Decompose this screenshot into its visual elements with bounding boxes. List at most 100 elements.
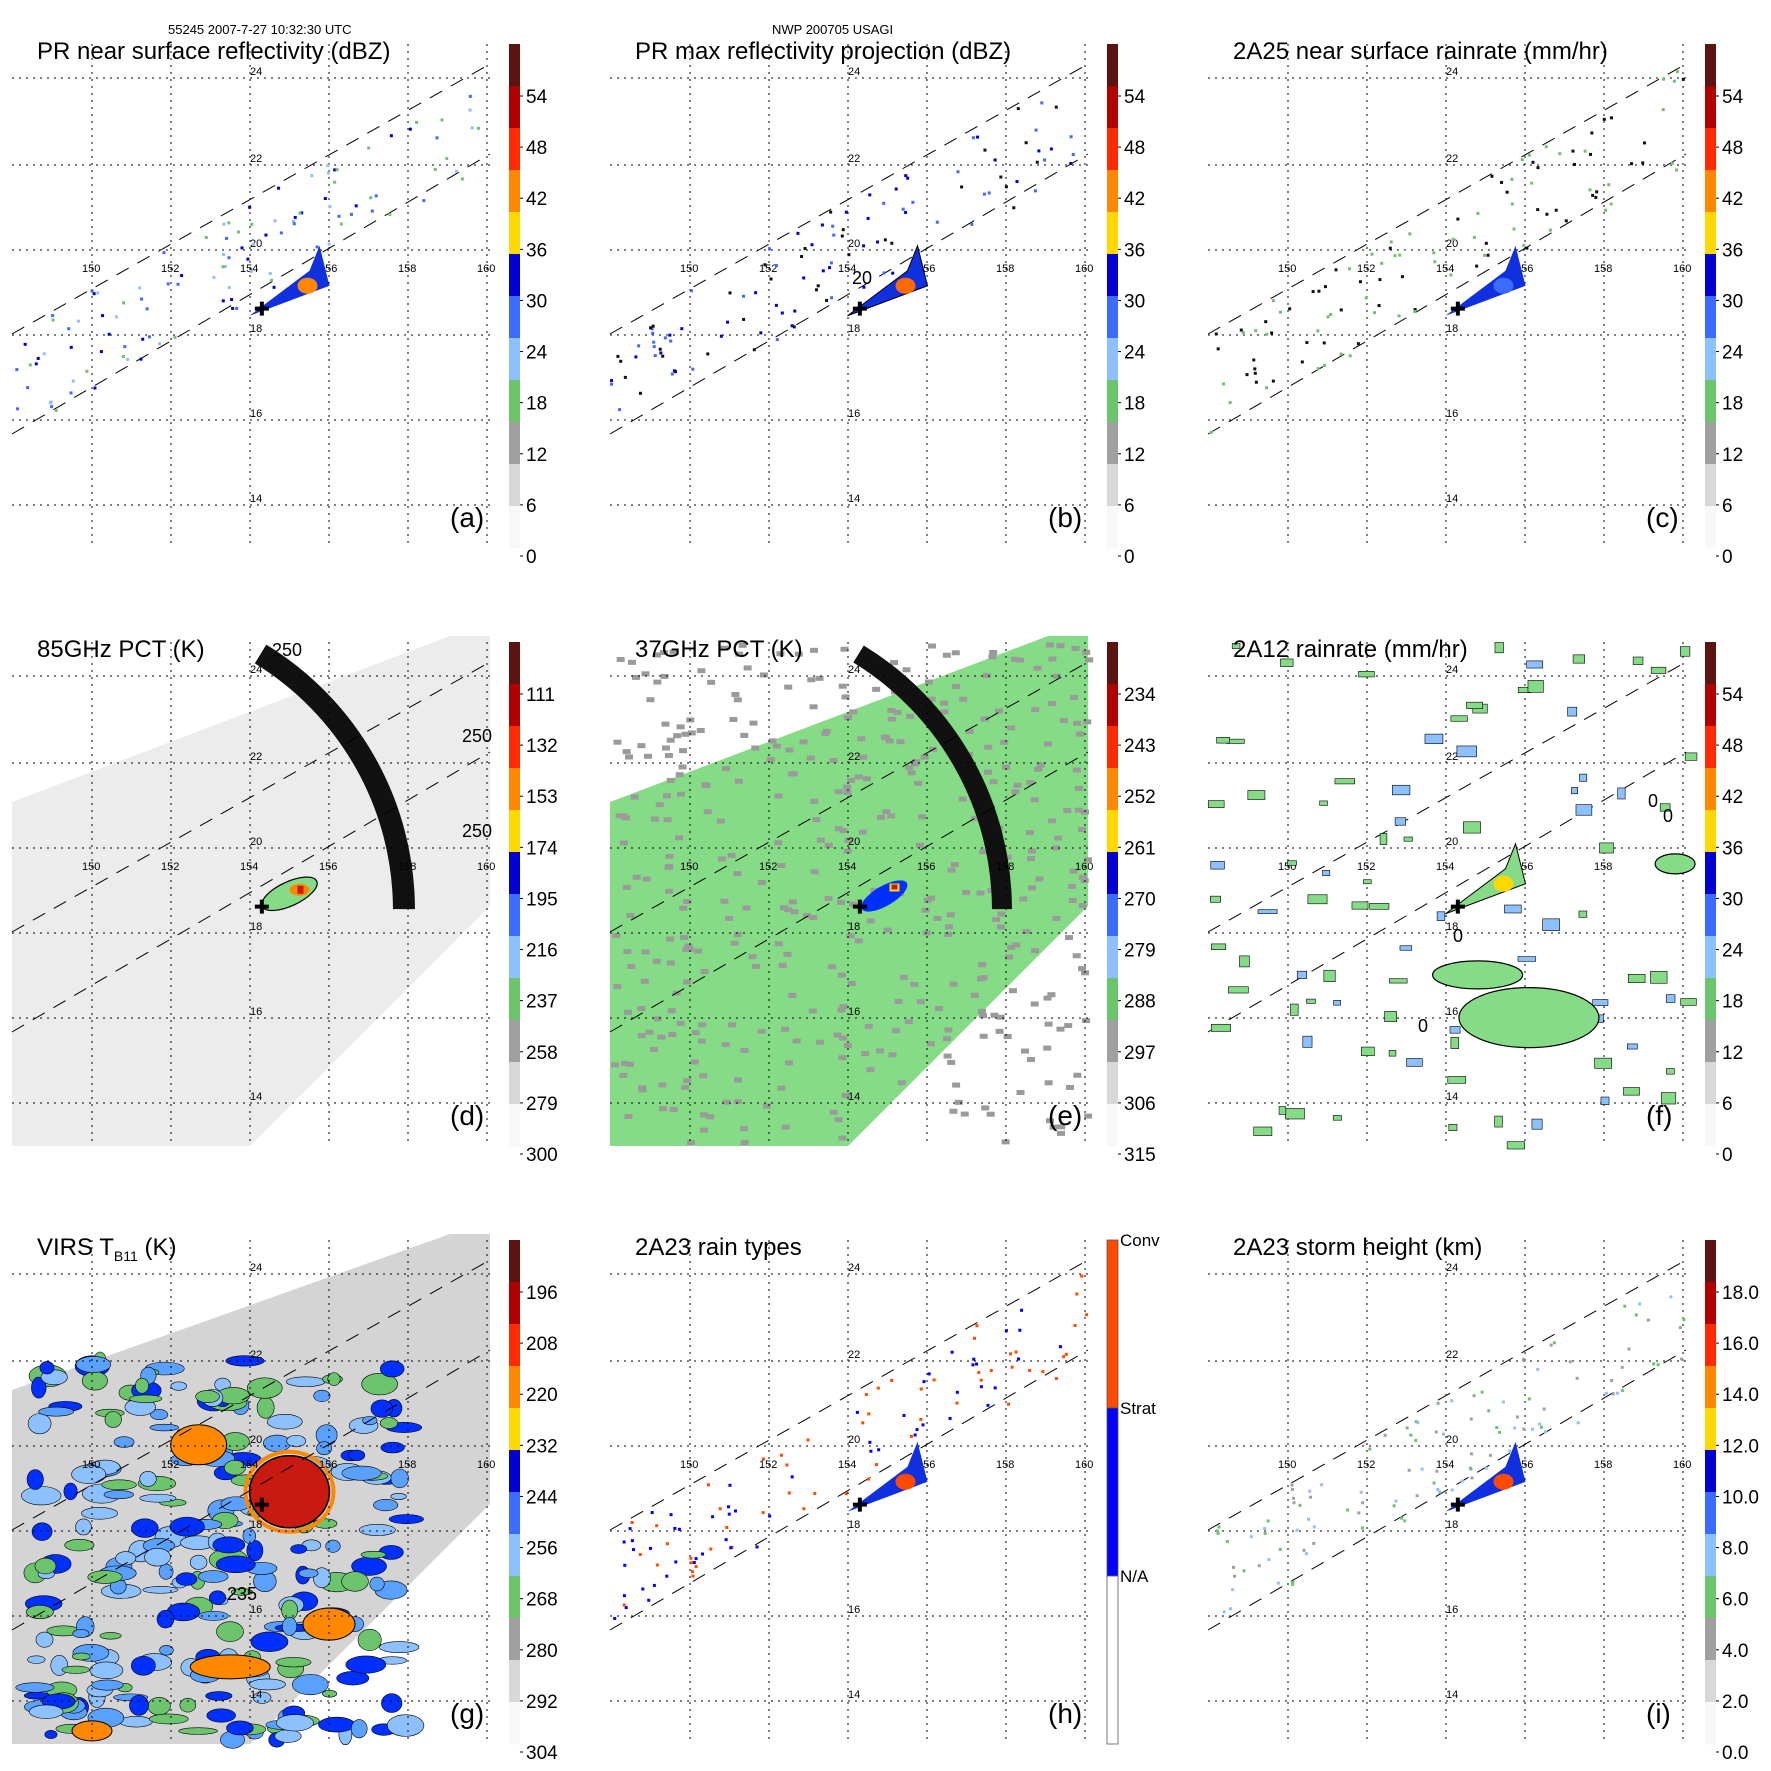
- echo-pixel: [650, 327, 654, 331]
- echo-pixel: [1642, 141, 1646, 145]
- echo-pixel: [663, 336, 667, 340]
- echo-pixel: [1351, 901, 1369, 910]
- echo-pixel: [15, 368, 19, 372]
- echo-pixel: [638, 1552, 642, 1556]
- pixel-mark: [1075, 731, 1084, 737]
- echo-pixel: [993, 158, 997, 162]
- pixel-mark: [675, 835, 684, 841]
- echo-pixel: [1257, 909, 1278, 914]
- cloud-cell: [26, 1605, 54, 1619]
- pixel-mark: [777, 1085, 786, 1091]
- echo-pixel: [1484, 241, 1488, 245]
- lat-tick-label: 14: [1446, 1689, 1458, 1701]
- pixel-mark: [841, 694, 850, 700]
- echo-pixel: [1217, 1525, 1221, 1529]
- cloud-cell: [44, 1730, 58, 1739]
- header-storm-name: NWP 200705 USAGI: [772, 22, 894, 37]
- echo-pixel: [1058, 1345, 1062, 1349]
- echo-pixel: [1536, 166, 1540, 170]
- pixel-mark: [739, 1126, 748, 1132]
- echo-pixel: [23, 342, 27, 346]
- echo-pixel: [1494, 1115, 1503, 1128]
- pixel-mark: [812, 817, 821, 823]
- echo-pixel: [1210, 861, 1225, 870]
- cloud-cell: [63, 1482, 78, 1501]
- swath-edge-line: [609, 153, 1089, 435]
- echo-pixel: [1669, 1295, 1673, 1299]
- echo-pixel: [1505, 190, 1509, 194]
- scan-edge-arc: [853, 645, 1012, 910]
- pixel-mark: [1031, 707, 1040, 713]
- echo-pixel: [1609, 116, 1613, 120]
- echo-pixel: [1680, 646, 1691, 657]
- lon-tick-label: 150: [82, 861, 100, 873]
- contour-label: 0: [1648, 791, 1658, 811]
- echo-pixel: [1016, 107, 1020, 111]
- echo-pixel: [141, 337, 145, 341]
- colorbar-segment: [509, 1702, 520, 1745]
- echo-pixel: [1415, 1494, 1419, 1498]
- echo-pixel: [227, 256, 231, 260]
- echo-pixel: [741, 294, 745, 298]
- pixel-mark: [1043, 995, 1052, 1001]
- echo-pixel: [1627, 1347, 1631, 1351]
- echo-pixel: [628, 1527, 632, 1531]
- lon-tick-label: 156: [917, 861, 935, 873]
- echo-pixel: [610, 379, 614, 383]
- echo-pixel: [692, 1561, 696, 1565]
- pixel-mark: [1043, 1045, 1052, 1051]
- colorbar-tick-label: 42: [526, 189, 547, 210]
- echo-pixel: [1211, 943, 1227, 950]
- cloud-cell: [35, 1631, 54, 1648]
- colorbar-tick-label: 258: [526, 1043, 558, 1064]
- pixel-mark: [838, 1135, 847, 1141]
- colorbar-segment: [1705, 810, 1716, 853]
- echo-pixel: [445, 157, 449, 161]
- echo-pixel: [1380, 261, 1384, 265]
- echo-pixel: [1333, 999, 1341, 1006]
- cloud-cell: [27, 1655, 46, 1664]
- cloud-cell: [139, 1470, 157, 1487]
- lon-tick-label: 154: [240, 1459, 258, 1471]
- echo-pixel: [1451, 237, 1455, 241]
- lon-tick-label: 154: [838, 263, 856, 275]
- lat-tick-label: 14: [1446, 1091, 1458, 1103]
- echo-pixel: [1292, 1501, 1296, 1505]
- pixel-mark: [965, 729, 974, 735]
- pixel-mark: [949, 981, 958, 987]
- lon-tick-label: 160: [477, 1459, 495, 1471]
- lat-tick-label: 16: [250, 1006, 262, 1018]
- colorbar-segment: [509, 506, 520, 549]
- map-g: 150 152 154 156 158 160 24 22 20 18 16 14 235 196 208 2…: [11, 1234, 558, 1764]
- echo-pixel: [1620, 1389, 1624, 1393]
- echo-pixel: [1684, 752, 1698, 761]
- colorbar-segment: [509, 1282, 520, 1325]
- swath-edge-line: [609, 751, 1089, 1033]
- pixel-mark: [627, 964, 636, 970]
- echo-pixel: [235, 306, 239, 310]
- lon-tick-label: 152: [161, 1459, 179, 1471]
- echo-pixel: [763, 263, 767, 267]
- echo-pixel: [1549, 1343, 1553, 1347]
- cloud-cell: [290, 1544, 308, 1554]
- cloud-cell: [170, 1381, 187, 1391]
- cloud-cell: [212, 1536, 246, 1554]
- echo-pixel: [1414, 1420, 1418, 1424]
- pixel-mark: [960, 1111, 969, 1117]
- echo-pixel: [1245, 373, 1249, 377]
- pixel-mark: [1030, 1001, 1039, 1007]
- pixel-mark: [1007, 725, 1016, 731]
- colorbar-tick-label: 36: [1124, 240, 1145, 261]
- pixel-mark: [652, 652, 661, 658]
- echo-pixel: [1538, 1422, 1542, 1426]
- pixel-mark: [1044, 1080, 1053, 1086]
- echo-pixel: [1544, 145, 1548, 149]
- swath-edge-line: [1207, 1349, 1687, 1631]
- echo-pixel: [1216, 1531, 1220, 1535]
- echo-pixel: [655, 1563, 659, 1567]
- lat-tick-label: 16: [250, 408, 262, 420]
- echo-pixel: [1242, 1569, 1246, 1573]
- pixel-mark: [1056, 643, 1065, 649]
- pixel-mark: [792, 1038, 801, 1044]
- echo-pixel: [1576, 1421, 1580, 1425]
